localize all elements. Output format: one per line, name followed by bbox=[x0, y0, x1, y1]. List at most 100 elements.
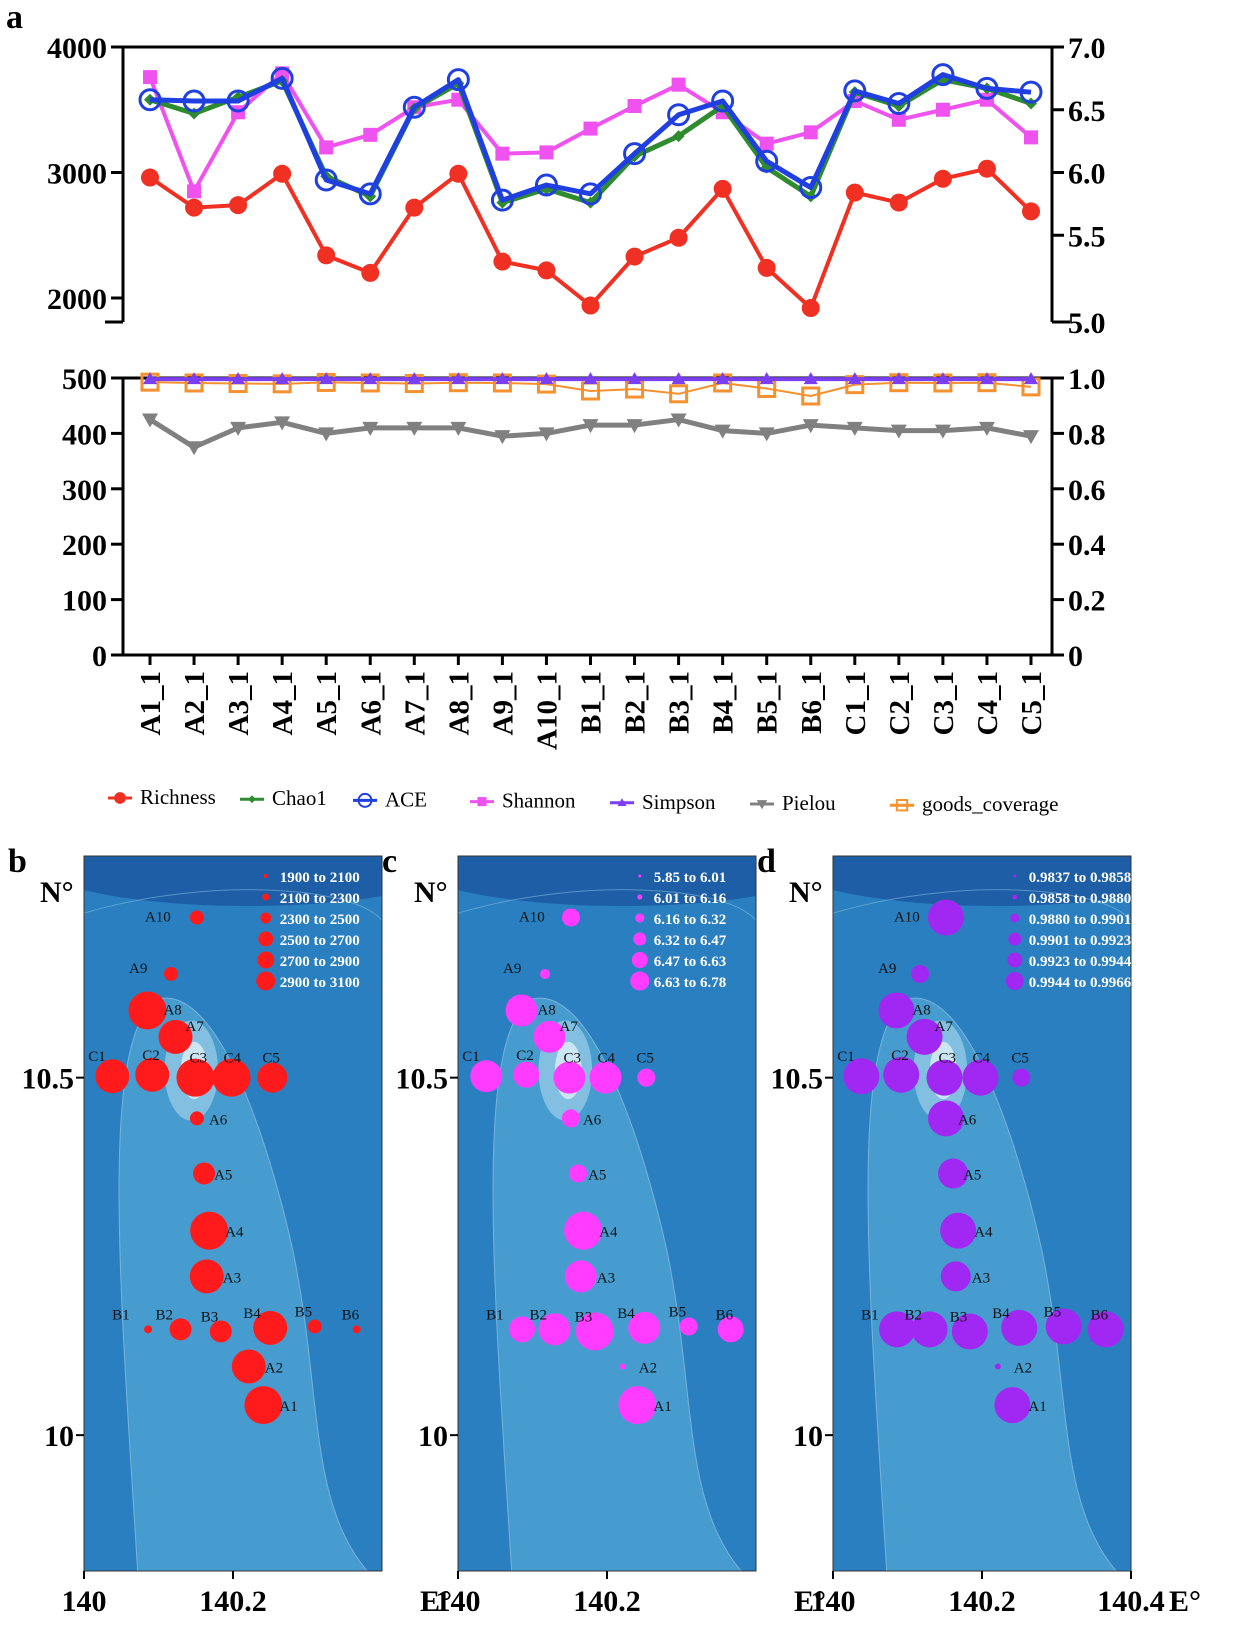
ace-point bbox=[887, 91, 911, 115]
station-label: A5 bbox=[588, 1167, 606, 1183]
size-legend-label: 5.85 to 6.01 bbox=[654, 870, 727, 886]
shannon-point bbox=[319, 140, 334, 155]
x-tick-label: C2_1 bbox=[884, 671, 916, 735]
ace-point bbox=[358, 182, 382, 206]
station-label: A7 bbox=[934, 1019, 953, 1035]
goods-coverage-point bbox=[669, 384, 689, 404]
lower-right-tick-label: 0.2 bbox=[1068, 585, 1106, 618]
ace-point bbox=[579, 182, 602, 206]
station-label: B6 bbox=[342, 1307, 360, 1323]
y-axis-label: N° bbox=[40, 876, 74, 909]
ace-point bbox=[843, 79, 867, 103]
y-axis-label: N° bbox=[414, 876, 448, 909]
station-label: A3 bbox=[972, 1270, 990, 1286]
x-tick-label: 140 bbox=[436, 1585, 481, 1618]
size-legend-label: 6.47 to 6.63 bbox=[654, 954, 727, 970]
station-bubble bbox=[164, 966, 179, 981]
station-bubble bbox=[231, 1349, 266, 1384]
station-bubble bbox=[169, 1318, 192, 1341]
ace-point bbox=[667, 103, 691, 127]
ace-point bbox=[402, 95, 426, 119]
upper-plot: 2000 3000 4000 5.0 5.5 6.0 6.5 7.0 bbox=[47, 32, 1106, 340]
station-bubble bbox=[540, 968, 551, 979]
size-legend-marker bbox=[1005, 972, 1024, 990]
station-bubble bbox=[589, 1061, 622, 1094]
size-legend-marker bbox=[1007, 952, 1023, 968]
ace-point bbox=[314, 168, 338, 192]
station-label: C3 bbox=[938, 1051, 956, 1067]
x-tick-label: 140 bbox=[62, 1585, 107, 1618]
station-label: A8 bbox=[912, 1002, 930, 1018]
station-bubble bbox=[1001, 1309, 1038, 1346]
y-axis-label: N° bbox=[789, 876, 823, 909]
simpson-point bbox=[715, 372, 730, 385]
size-legend-marker bbox=[631, 952, 648, 968]
richness-point bbox=[317, 246, 336, 265]
richness-point bbox=[405, 198, 424, 217]
legend-swatch-marker bbox=[357, 792, 373, 808]
lower-plot: 0 100 200 300 400 500 0 0.2 0.4 0.6 0.8 1.0 A1_1 A2_1… bbox=[62, 363, 1106, 750]
station-label: C2 bbox=[142, 1048, 160, 1064]
x-tick-label: 140.2 bbox=[948, 1585, 1016, 1618]
map-ridge bbox=[867, 997, 1117, 1571]
station-bubble bbox=[209, 1320, 232, 1343]
station-bubble bbox=[1087, 1311, 1124, 1348]
shannon-point bbox=[759, 136, 774, 151]
shannon-point bbox=[627, 98, 642, 113]
size-legend-marker bbox=[256, 971, 276, 991]
station-bubble bbox=[189, 910, 204, 925]
pielou-point bbox=[142, 413, 158, 428]
station-bubble bbox=[927, 1100, 964, 1137]
legend-label: Simpson bbox=[642, 790, 716, 814]
pielou-point bbox=[362, 421, 379, 436]
shannon-point bbox=[539, 145, 554, 160]
richness-point bbox=[625, 247, 644, 266]
legend-swatch-marker bbox=[895, 799, 909, 812]
map-contour bbox=[84, 889, 382, 921]
station-label: C2 bbox=[891, 1048, 909, 1064]
station-bubble bbox=[1012, 1068, 1031, 1087]
station-bubble bbox=[951, 1313, 988, 1350]
size-legend-label: 2300 to 2500 bbox=[280, 912, 360, 928]
station-label: A9 bbox=[878, 961, 896, 977]
lower-right-tick-label: 1.0 bbox=[1068, 363, 1106, 396]
station-label: A3 bbox=[223, 1270, 241, 1286]
y-tick-label: 10 bbox=[418, 1420, 448, 1453]
station-label: B5 bbox=[1044, 1304, 1062, 1320]
richness-point bbox=[801, 299, 820, 318]
station-bubble bbox=[927, 899, 964, 936]
simpson-point bbox=[891, 372, 906, 385]
station-bubble bbox=[1045, 1308, 1082, 1345]
station-bubble bbox=[637, 1068, 656, 1087]
legend-swatch-marker bbox=[477, 797, 487, 807]
richness-point bbox=[757, 258, 776, 277]
x-tick-label: A3_1 bbox=[223, 671, 255, 735]
station-label: C5 bbox=[1011, 1051, 1029, 1067]
x-tick-label: B4_1 bbox=[708, 671, 740, 734]
size-legend-marker bbox=[630, 971, 650, 991]
ace-point bbox=[138, 88, 162, 112]
station-bubble bbox=[505, 994, 538, 1027]
richness-point bbox=[1022, 202, 1040, 221]
chao1-point bbox=[672, 130, 685, 143]
station-label: C1 bbox=[462, 1049, 480, 1065]
richness-point bbox=[449, 164, 468, 183]
station-bubble bbox=[144, 1325, 153, 1334]
station-label: C5 bbox=[636, 1051, 654, 1067]
lower-left-tick-label: 500 bbox=[62, 363, 107, 396]
richness-point bbox=[141, 168, 159, 187]
simpson-point bbox=[363, 372, 378, 385]
station-bubble bbox=[190, 1211, 229, 1250]
station-bubble bbox=[883, 1056, 920, 1093]
richness-point bbox=[713, 179, 732, 198]
panel-label-a: a bbox=[6, 0, 23, 36]
x-tick-label: B3_1 bbox=[664, 671, 696, 734]
station-bubble bbox=[352, 1325, 361, 1334]
shannon-point bbox=[187, 184, 202, 199]
size-legend-marker bbox=[257, 951, 275, 969]
x-tick-label: B1_1 bbox=[576, 671, 608, 734]
size-legend-marker bbox=[1010, 913, 1020, 923]
